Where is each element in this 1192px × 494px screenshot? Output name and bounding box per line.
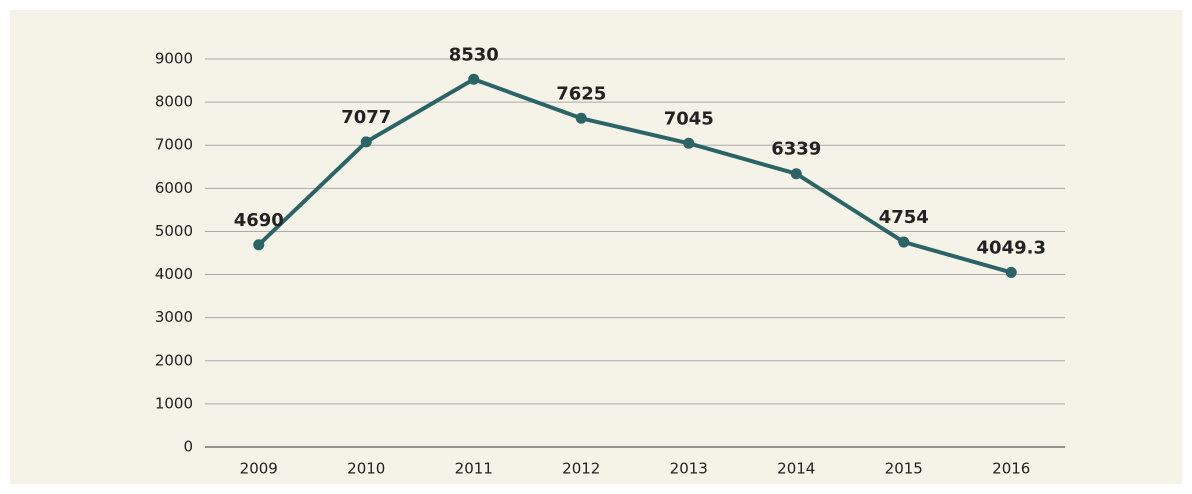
line [257,77,1012,275]
point [683,137,695,149]
point [575,112,587,124]
y-tick-label: 9000 [155,50,193,68]
value-label: 7077 [341,107,391,128]
y-tick-label: 2000 [155,351,193,369]
point [790,168,802,180]
point [898,236,910,248]
x-tick-label: 2010 [347,460,385,478]
value-label: 8530 [449,44,499,65]
y-tick-label: 6000 [155,179,193,197]
y-tick-label: 5000 [155,222,193,240]
value-label: 4690 [234,210,284,231]
point [253,239,265,251]
value-label: 4754 [879,207,929,228]
x-tick-label: 2011 [455,460,493,478]
point [468,73,480,85]
x-tick-label: 2013 [670,460,708,478]
y-tick-label: 7000 [155,136,193,154]
x-tick-label: 2015 [885,460,923,478]
value-label: 7625 [556,83,606,104]
y-tick-label: 0 [183,438,193,456]
y-tick-label: 4000 [155,265,193,283]
chart-background [10,10,1182,484]
point [1005,266,1017,278]
y-tick-label: 3000 [155,308,193,326]
y-tick-label: 1000 [155,394,193,412]
x-tick-label: 2012 [562,460,600,478]
x-tick-label: 2016 [992,460,1030,478]
value-label: 6339 [771,139,821,160]
point [360,136,372,148]
x-tick-label: 2014 [777,460,815,478]
value-label: 7045 [664,108,714,129]
x-tick-label: 2009 [240,460,278,478]
y-tick-label: 8000 [155,93,193,111]
value-label: 4049.3 [977,237,1046,258]
